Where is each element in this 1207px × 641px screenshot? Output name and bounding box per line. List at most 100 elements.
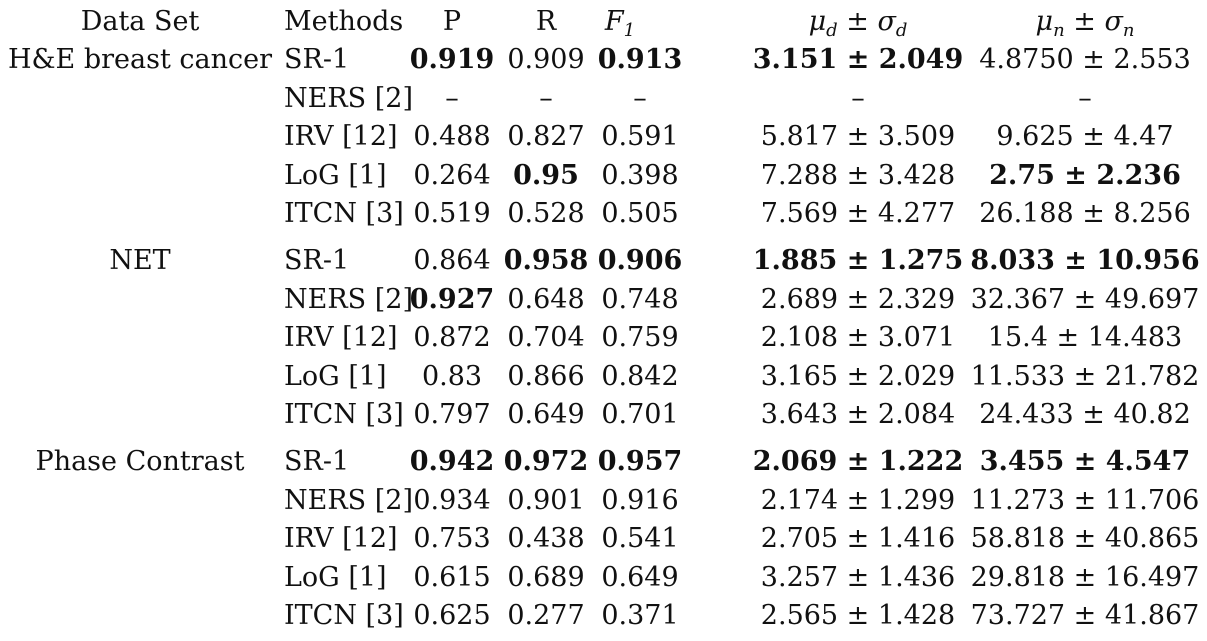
n-cell: 3.455 ± 4.547: [979, 446, 1191, 477]
p-cell: 0.797: [413, 399, 491, 430]
header-f1-sub: 1: [623, 20, 636, 41]
n-cell: 73.727 ± 41.867: [970, 600, 1200, 631]
p-cell: 0.872: [413, 322, 491, 353]
r-cell: 0.958: [503, 245, 589, 276]
f1-cell: 0.541: [601, 523, 679, 554]
dataset-label: NET: [109, 245, 171, 276]
p-cell: 0.83: [421, 360, 483, 392]
f1-cell: 0.906: [597, 245, 683, 276]
dataset-label: Phase Contrast: [35, 446, 245, 477]
method-cell: LoG [1]: [284, 561, 387, 593]
n-cell: 2.75 ± 2.236: [989, 159, 1181, 191]
f1-cell: 0.759: [601, 322, 679, 353]
method-cell: ITCN [3]: [284, 198, 404, 229]
method-cell: IRV [12]: [284, 322, 398, 353]
method-cell: SR-1: [284, 446, 350, 477]
f1-cell: 0.398: [601, 159, 679, 191]
p-cell: 0.942: [409, 446, 495, 477]
p-cell: 0.488: [413, 121, 491, 152]
p-cell: 0.934: [413, 484, 491, 516]
n-cell: 11.533 ± 21.782: [970, 360, 1200, 392]
r-cell: 0.866: [507, 360, 585, 392]
header-precision: P: [442, 6, 462, 37]
n-cell: 29.818 ± 16.497: [970, 561, 1200, 593]
f1-cell: 0.913: [597, 44, 683, 75]
d-cell: 2.705 ± 1.416: [760, 523, 956, 554]
d-cell: 2.069 ± 1.222: [752, 446, 964, 477]
d-cell: 7.288 ± 3.428: [760, 159, 956, 191]
p-cell: 0.864: [413, 245, 491, 276]
r-cell: 0.827: [507, 121, 585, 152]
f1-cell: 0.649: [601, 561, 679, 593]
n-cell: 26.188 ± 8.256: [979, 198, 1191, 229]
method-cell: ITCN [3]: [284, 600, 404, 631]
d-cell: 7.569 ± 4.277: [760, 198, 956, 229]
n-cell: 8.033 ± 10.956: [970, 245, 1200, 276]
header-mu-n: μ: [1035, 6, 1054, 37]
d-cell: 3.643 ± 2.084: [760, 399, 956, 430]
method-cell: IRV [12]: [284, 121, 398, 152]
r-cell: 0.704: [507, 322, 585, 353]
r-cell: 0.95: [513, 159, 579, 191]
p-cell: 0.264: [413, 159, 491, 191]
d-cell: 1.885 ± 1.275: [752, 245, 964, 276]
p-cell: 0.615: [413, 561, 491, 593]
n-cell: –: [1078, 82, 1092, 114]
header-sigma-n-sub: n: [1122, 20, 1135, 41]
r-cell: 0.909: [507, 44, 585, 75]
header-mu-d-sub: d: [826, 20, 838, 41]
r-cell: 0.649: [507, 399, 585, 430]
p-cell: 0.753: [413, 523, 491, 554]
header-f1-main: F: [604, 6, 624, 37]
header-recall: R: [535, 6, 557, 37]
p-cell: –: [445, 82, 459, 114]
d-cell: 2.689 ± 2.329: [760, 283, 956, 315]
d-cell: 2.565 ± 1.428: [760, 600, 956, 631]
d-cell: 2.174 ± 1.299: [760, 484, 956, 516]
method-cell: SR-1: [284, 44, 350, 75]
r-cell: –: [539, 82, 553, 114]
f1-cell: 0.842: [601, 360, 679, 392]
method-cell: NERS [2]: [284, 82, 413, 114]
r-cell: 0.528: [507, 198, 585, 229]
method-cell: ITCN [3]: [284, 399, 404, 430]
header-sigma-d-sub: d: [895, 20, 908, 41]
method-cell: SR-1: [284, 245, 350, 276]
p-cell: 0.919: [409, 44, 495, 75]
p-cell: 0.625: [413, 600, 491, 631]
r-cell: 0.438: [507, 523, 585, 554]
header-dataset: Data Set: [80, 6, 200, 37]
header-sigma-d: σ: [877, 6, 896, 37]
r-cell: 0.277: [507, 600, 585, 631]
n-cell: 4.8750 ± 2.553: [979, 44, 1191, 75]
header-f1: F1: [605, 6, 635, 47]
n-cell: 24.433 ± 40.82: [979, 399, 1191, 430]
d-cell: 2.108 ± 3.071: [760, 322, 956, 353]
p-cell: 0.927: [409, 283, 495, 315]
r-cell: 0.901: [507, 484, 585, 516]
n-cell: 15.4 ± 14.483: [987, 322, 1183, 353]
n-cell: 11.273 ± 11.706: [970, 484, 1200, 516]
header-mu-n-sub: n: [1053, 20, 1065, 41]
r-cell: 0.689: [507, 561, 585, 593]
n-cell: 32.367 ± 49.697: [970, 283, 1200, 315]
f1-cell: 0.916: [601, 484, 679, 516]
header-pm-n: ±: [1073, 6, 1096, 37]
method-cell: IRV [12]: [284, 523, 398, 554]
header-pm-d: ±: [846, 6, 869, 37]
dataset-label: H&E breast cancer: [7, 44, 273, 75]
d-cell: 5.817 ± 3.509: [760, 121, 956, 152]
method-cell: LoG [1]: [284, 360, 387, 392]
header-mu-d: μ: [808, 6, 827, 37]
header-distance: μd ± σd: [809, 6, 908, 47]
p-cell: 0.519: [413, 198, 491, 229]
d-cell: –: [851, 82, 865, 114]
header-sigma-n: σ: [1104, 6, 1123, 37]
d-cell: 3.151 ± 2.049: [752, 44, 964, 75]
f1-cell: 0.505: [601, 198, 679, 229]
f1-cell: 0.591: [601, 121, 679, 152]
r-cell: 0.972: [503, 446, 589, 477]
n-cell: 9.625 ± 4.47: [996, 121, 1174, 152]
d-cell: 3.257 ± 1.436: [760, 561, 956, 593]
